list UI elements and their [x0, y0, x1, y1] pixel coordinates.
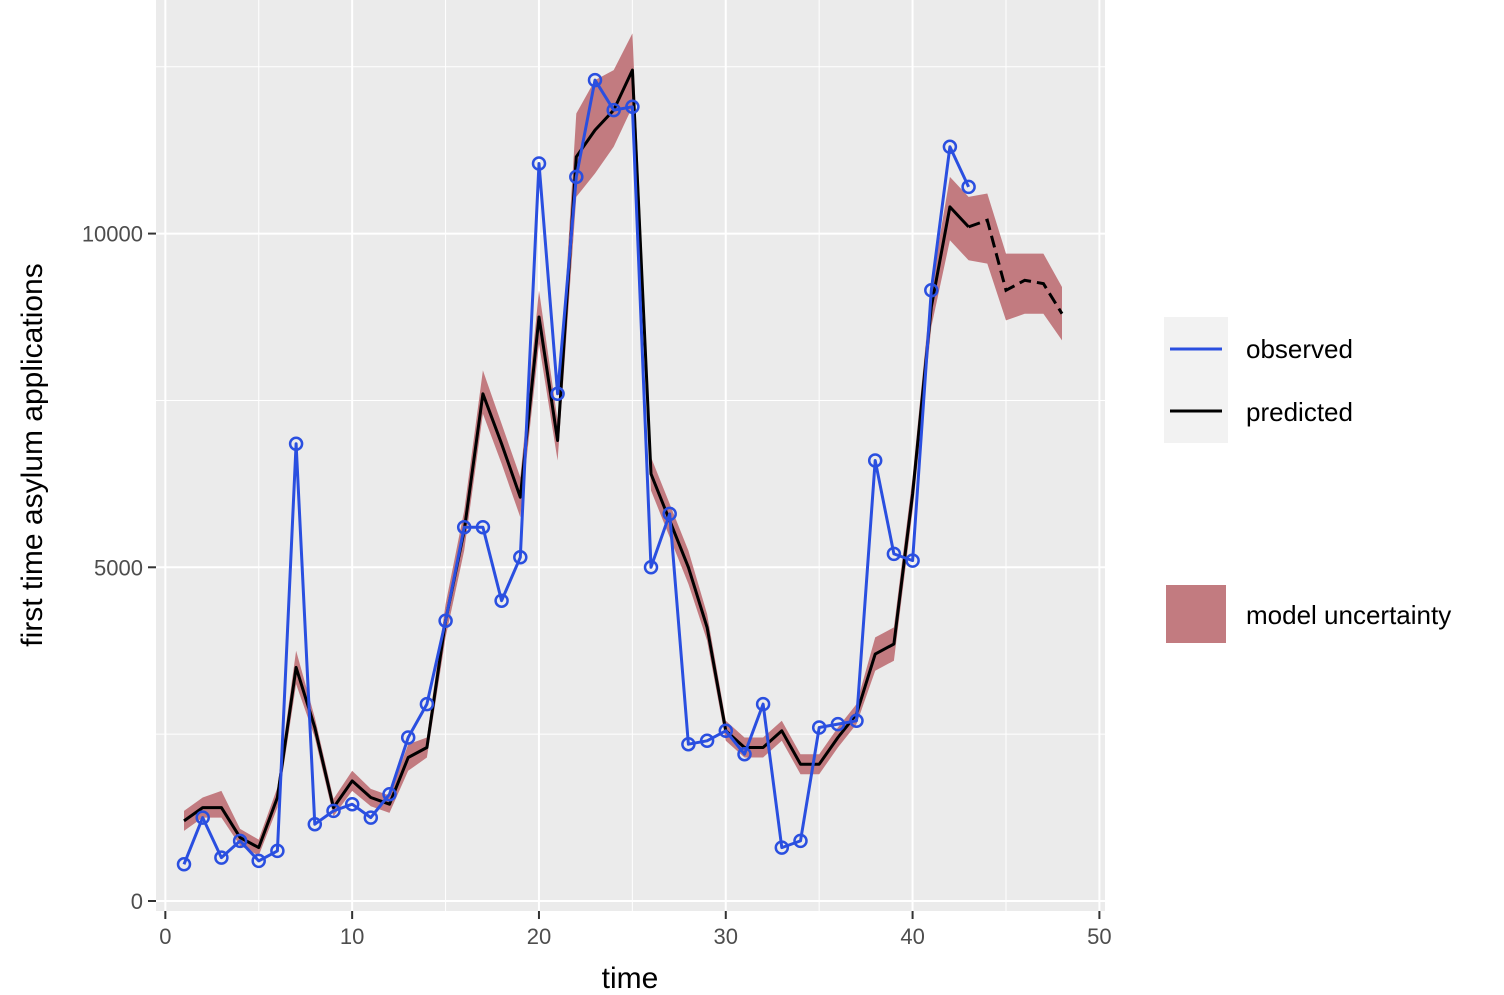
observed-point: [232, 833, 248, 849]
observed-point: [288, 436, 304, 452]
observed-point: [849, 713, 864, 729]
observed-point: [606, 102, 621, 118]
legend: observed predicted model uncertainty: [1164, 317, 1451, 643]
observed-point: [438, 613, 453, 628]
legend-observed-label: observed: [1246, 334, 1353, 364]
observed-point: [363, 810, 379, 825]
x-tick-label: 20: [527, 924, 551, 949]
observed-point: [718, 723, 734, 739]
observed-point: [662, 506, 677, 522]
panel-background: [156, 0, 1105, 911]
observed-point: [344, 796, 360, 812]
observed-point: [550, 386, 565, 402]
observed-point: [699, 733, 715, 749]
observed-point: [737, 746, 752, 762]
predicted-line: [183, 68, 970, 850]
observed-point: [961, 179, 976, 195]
x-tick-label: 0: [159, 924, 171, 949]
observed-line-layer: [176, 72, 976, 872]
observed-point: [214, 850, 229, 865]
observed-point: [475, 519, 491, 535]
legend-key-lines-background: [1164, 317, 1228, 443]
x-tick-label: 50: [1087, 924, 1111, 949]
observed-point: [270, 843, 285, 859]
observed-point: [382, 786, 397, 802]
observed-point: [905, 553, 920, 568]
observed-point: [886, 546, 902, 562]
axes: 0 10 20 30 40 50 0 5000 10000: [82, 222, 1112, 949]
observed-point: [400, 730, 416, 745]
x-axis-title: time: [602, 962, 659, 995]
y-tick-label: 0: [131, 889, 143, 914]
observed-point: [513, 550, 528, 565]
y-tick-label: 10000: [82, 222, 143, 247]
observed-point: [494, 593, 509, 608]
x-tick-label: 40: [900, 924, 924, 949]
observed-point: [531, 156, 547, 171]
observed-point: [195, 810, 210, 825]
observed-point: [830, 716, 846, 732]
observed-point: [625, 99, 640, 115]
observed-point: [419, 696, 435, 712]
observed-point: [643, 560, 659, 575]
observed-point: [176, 857, 192, 872]
observed-point: [774, 840, 790, 855]
predicted-line-layer: [183, 68, 1064, 850]
observed-line: [182, 78, 970, 865]
observed-point: [755, 696, 771, 712]
observed-point: [251, 853, 266, 869]
observed-point: [456, 519, 472, 535]
y-axis-title: first time asylum applications: [16, 263, 49, 646]
observed-point: [307, 816, 323, 832]
legend-uncertainty-swatch: [1166, 585, 1226, 643]
observed-point: [867, 453, 883, 468]
major-gridlines: [156, 0, 1105, 911]
observed-point: [942, 139, 958, 155]
observed-point: [793, 833, 808, 849]
observed-point: [924, 283, 939, 298]
observed-point: [587, 72, 603, 88]
y-tick-label: 5000: [94, 555, 143, 580]
observed-point: [326, 803, 341, 819]
observed-point: [569, 169, 584, 185]
observed-point: [811, 720, 827, 735]
observed-point: [681, 736, 696, 752]
legend-predicted-label: predicted: [1246, 397, 1353, 427]
legend-uncertainty-label: model uncertainty: [1246, 600, 1451, 630]
x-tick-label: 30: [714, 924, 738, 949]
x-tick-label: 10: [340, 924, 364, 949]
